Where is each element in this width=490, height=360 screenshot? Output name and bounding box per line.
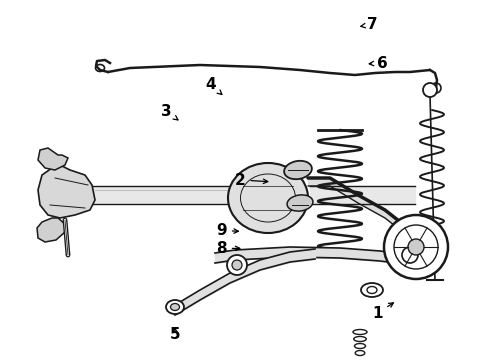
Ellipse shape [96,64,104,72]
Circle shape [227,255,247,275]
Circle shape [431,83,441,93]
Circle shape [384,215,448,279]
Ellipse shape [228,163,308,233]
Text: 3: 3 [161,104,178,120]
Text: 9: 9 [216,223,238,238]
Text: 7: 7 [361,17,378,32]
Ellipse shape [287,195,313,211]
Circle shape [402,247,418,263]
Text: 1: 1 [372,303,393,321]
Text: 2: 2 [235,172,268,188]
Ellipse shape [354,343,366,348]
Text: 4: 4 [205,77,222,94]
Text: 6: 6 [369,55,388,71]
Ellipse shape [361,283,383,297]
Circle shape [232,260,242,270]
Text: 8: 8 [216,241,240,256]
Circle shape [423,83,437,97]
Ellipse shape [171,303,179,310]
Ellipse shape [353,329,367,334]
Ellipse shape [355,351,365,356]
Text: 5: 5 [170,327,181,342]
Polygon shape [37,218,66,242]
Ellipse shape [354,337,366,342]
Polygon shape [38,148,68,170]
Circle shape [394,225,438,269]
Ellipse shape [166,300,184,314]
Ellipse shape [284,161,312,179]
Polygon shape [38,165,95,218]
Circle shape [408,239,424,255]
Ellipse shape [367,287,377,293]
